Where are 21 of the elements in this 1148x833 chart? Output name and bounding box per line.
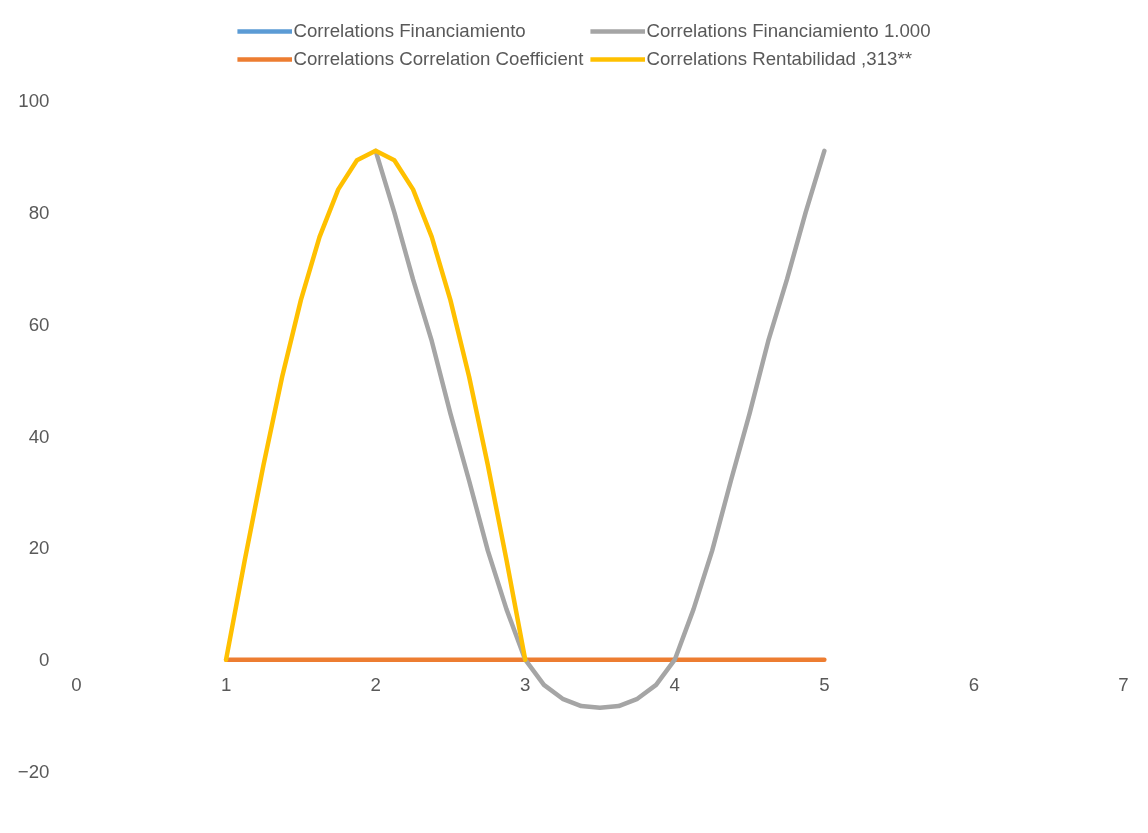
legend-label: Correlations Rentabilidad ,313** bbox=[646, 48, 912, 70]
x-tick-label: 5 bbox=[819, 673, 830, 695]
legend-label: Correlations Financiamiento 1.000 bbox=[646, 20, 931, 42]
x-tick-label: 2 bbox=[370, 673, 381, 695]
y-tick-label: 100 bbox=[18, 90, 50, 111]
x-tick-label: 3 bbox=[520, 673, 531, 695]
x-tick-label: 1 bbox=[220, 673, 232, 695]
legend-label: Correlations Financiamiento bbox=[293, 20, 526, 42]
x-tick-label: 6 bbox=[968, 673, 980, 695]
line-series bbox=[223, 148, 528, 662]
y-tick-label: 60 bbox=[28, 313, 50, 335]
line-series bbox=[373, 148, 827, 711]
y-tick-label: 0 bbox=[39, 649, 50, 671]
y-tick-label: −20 bbox=[17, 761, 50, 782]
y-tick-label: 40 bbox=[28, 425, 50, 447]
legend-label: Correlations Correlation Coefficient bbox=[293, 48, 584, 70]
x-tick-label: 4 bbox=[669, 673, 680, 695]
x-tick-label: 7 bbox=[1118, 673, 1129, 695]
y-tick-label: 80 bbox=[28, 201, 50, 223]
x-tick-label: 0 bbox=[71, 673, 82, 695]
y-tick-label: 20 bbox=[28, 537, 50, 559]
